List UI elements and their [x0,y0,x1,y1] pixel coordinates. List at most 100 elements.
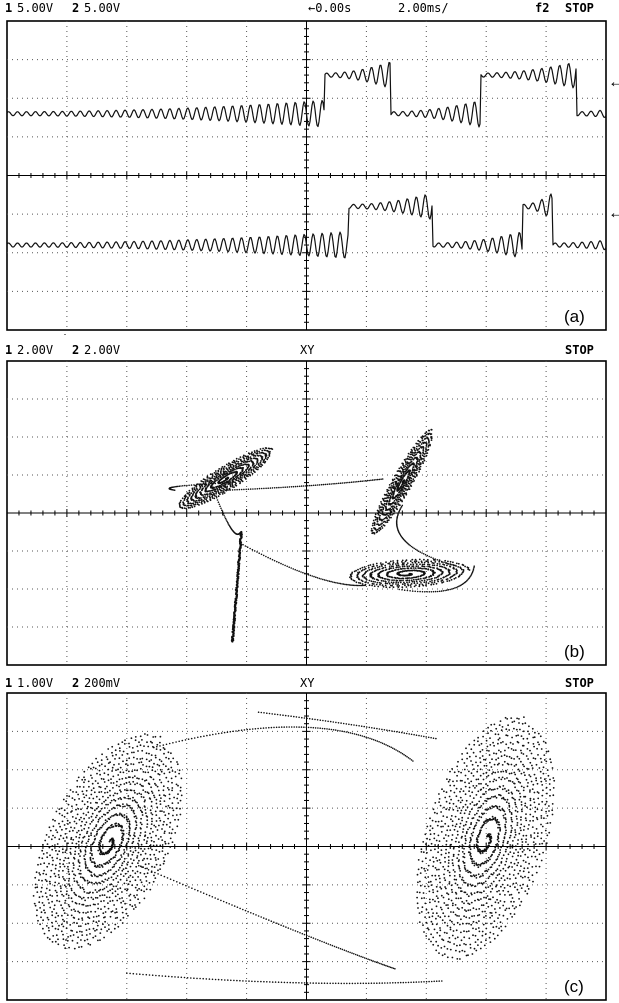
trace-dot [90,789,93,792]
trace-dot [269,557,272,560]
trace-dot [113,865,115,868]
trace-dot [77,936,79,939]
trace-dot [402,474,404,476]
trace-dot [167,751,170,754]
trace-dot [98,828,101,830]
trace-dot [46,916,49,919]
trace-dot [467,567,470,569]
trace-dot [469,909,472,911]
trace-dot [241,460,244,463]
trace-dot [278,486,280,489]
trace-dot [247,473,250,476]
trace-dot [106,930,108,932]
trace-dot [489,858,491,861]
trace-dot [123,882,126,885]
trace-dot [128,746,131,748]
trace-dot [108,896,111,899]
trace-dot [476,845,479,847]
trace-dot [444,559,447,562]
trace-dot [63,809,66,812]
trace-dot [76,942,79,944]
trace-dot [452,864,455,867]
trace-dot [411,470,414,472]
trace-dot [66,939,69,942]
trace-dot [392,567,395,569]
trace-dot [366,570,369,572]
trace-dot [482,778,485,781]
trace-dot [492,818,495,821]
trace-dot [368,584,371,587]
trace-dot [463,847,465,850]
trace-dot [157,858,160,860]
trace-dot [258,450,260,453]
trace-dot [412,478,415,481]
trace-dot [257,464,260,466]
trace-dot [443,837,445,840]
trace-dot [241,464,243,467]
trace-dot [162,862,165,865]
trace-dot [434,590,437,593]
trace-dot [245,488,247,491]
trace-dot [461,851,464,853]
trace-dot [63,865,66,868]
trace-dot [480,904,483,907]
trace-dot [103,781,106,783]
trace-dot [189,502,192,505]
trace-dot [427,446,430,448]
trace-dot [75,817,77,820]
trace-dot [406,464,409,467]
trace-dot [187,506,190,509]
trace-dot [469,875,472,877]
trace-dot [432,590,435,593]
trace-dot [47,927,50,929]
trace-dot [421,563,424,566]
trace-dot [184,494,187,497]
trace-dot [167,852,169,855]
trace-dot [111,899,114,902]
trace-dot [408,488,411,491]
trace-dot [504,817,507,819]
trace-dot [417,439,420,442]
trace-dot [90,774,92,777]
trace-dot [385,561,387,564]
trace-dot [169,837,172,840]
trace-dot [446,829,449,832]
trace-dot [381,527,384,529]
trace-dot [129,847,132,849]
trace-dot [448,851,450,854]
trace-dot [91,807,94,810]
trace-dot [516,843,519,845]
trace-dot [115,753,117,756]
trace-dot [80,897,83,900]
trace-dot [465,821,468,823]
trace-dot [36,909,38,912]
trace-dot [256,488,259,490]
trace-dot [378,478,381,481]
trace-dot [110,876,113,879]
trace-dot [116,792,119,795]
trace-dot [440,570,443,572]
trace-dot [454,904,457,906]
trace-dot [42,919,44,922]
trace-dot [124,872,127,875]
trace-dot [243,459,246,462]
trace-dot [115,908,118,910]
trace-dot [529,808,532,811]
trace-dot [398,588,401,591]
trace-dot [426,452,429,454]
trace-dot [104,799,107,802]
trace-dot [508,804,511,807]
trace-dot [104,787,107,790]
trace-dot [187,502,189,505]
trace-dot [520,772,523,775]
trace-dot [68,946,70,949]
trace-dot [459,887,462,889]
trace-dot [58,900,61,903]
trace-dot [419,590,421,593]
trace-dot [62,845,64,848]
trace-dot [487,797,490,800]
trace-dot [85,821,88,824]
trace-dot [55,934,58,937]
trace-dot [342,583,345,585]
trace-dot [100,826,103,829]
